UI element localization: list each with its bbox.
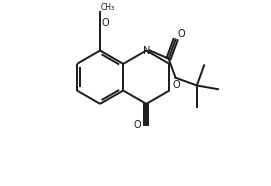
Text: O: O [177,28,185,39]
Text: O: O [172,80,180,90]
Text: N: N [143,46,150,55]
Text: O: O [133,120,141,130]
Text: O: O [101,18,109,28]
Text: CH₃: CH₃ [101,3,115,12]
